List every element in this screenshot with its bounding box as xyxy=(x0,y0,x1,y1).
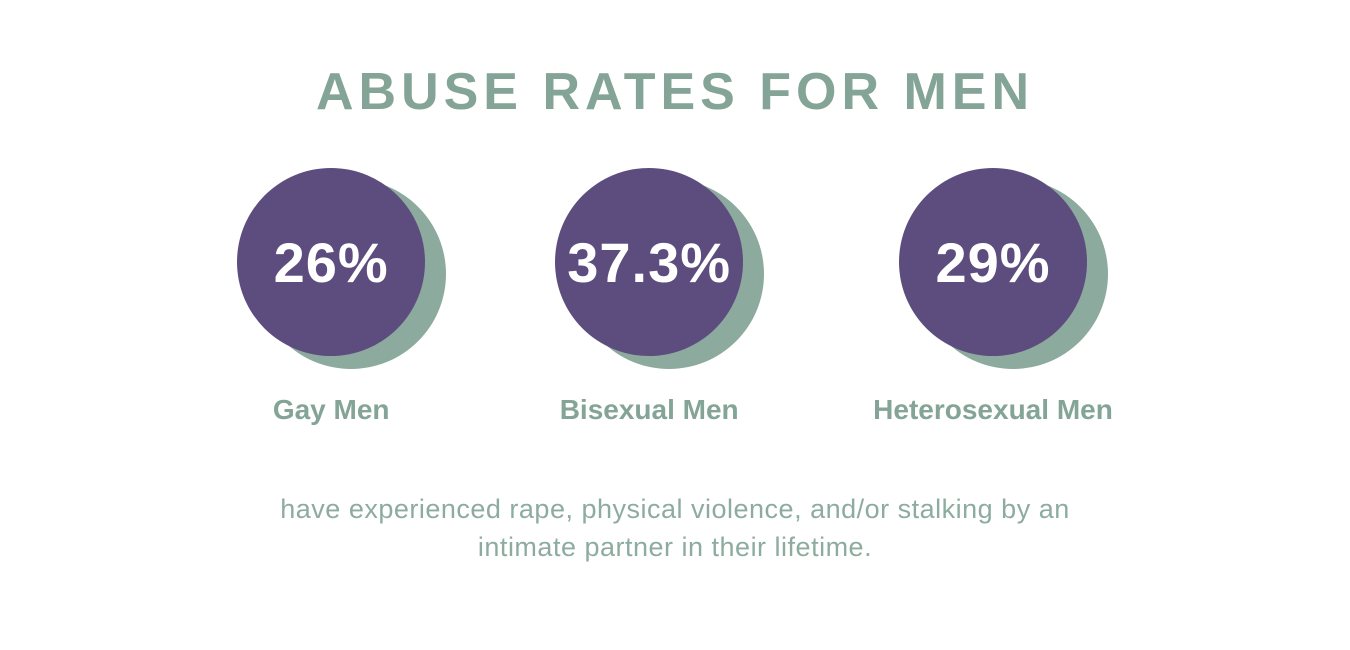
circle-face: 26% xyxy=(237,168,426,356)
stat-value: 37.3% xyxy=(567,230,732,294)
stat-label: Bisexual Men xyxy=(559,394,739,425)
stat-value: 26% xyxy=(273,230,389,294)
stat-bisexual-men: 37.3% Bisexual Men xyxy=(555,168,765,426)
footnote-line-1: have experienced rape, physical violence… xyxy=(280,494,1070,524)
stats-row: 26% Gay Men 37.3% Bisexual Men 29% Heter… xyxy=(0,168,1350,426)
stat-gay-men: 26% Gay Men xyxy=(237,168,447,426)
stat-label: Heterosexual Men xyxy=(873,394,1113,425)
circle-face: 29% xyxy=(898,168,1087,356)
stat-label: Gay Men xyxy=(272,394,390,425)
footnote: have experienced rape, physical violence… xyxy=(0,490,1350,566)
stat-heterosexual-men: 29% Heterosexual Men xyxy=(873,168,1113,426)
circle-face: 37.3% xyxy=(555,168,744,356)
stat-circle: 37.3% xyxy=(555,168,765,369)
stat-circle: 29% xyxy=(898,168,1108,369)
stat-value: 29% xyxy=(935,230,1051,294)
stat-circle: 26% xyxy=(237,168,447,369)
footnote-line-2: intimate partner in their lifetime. xyxy=(477,532,873,562)
page-title: ABUSE RATES FOR MEN xyxy=(315,63,1035,121)
